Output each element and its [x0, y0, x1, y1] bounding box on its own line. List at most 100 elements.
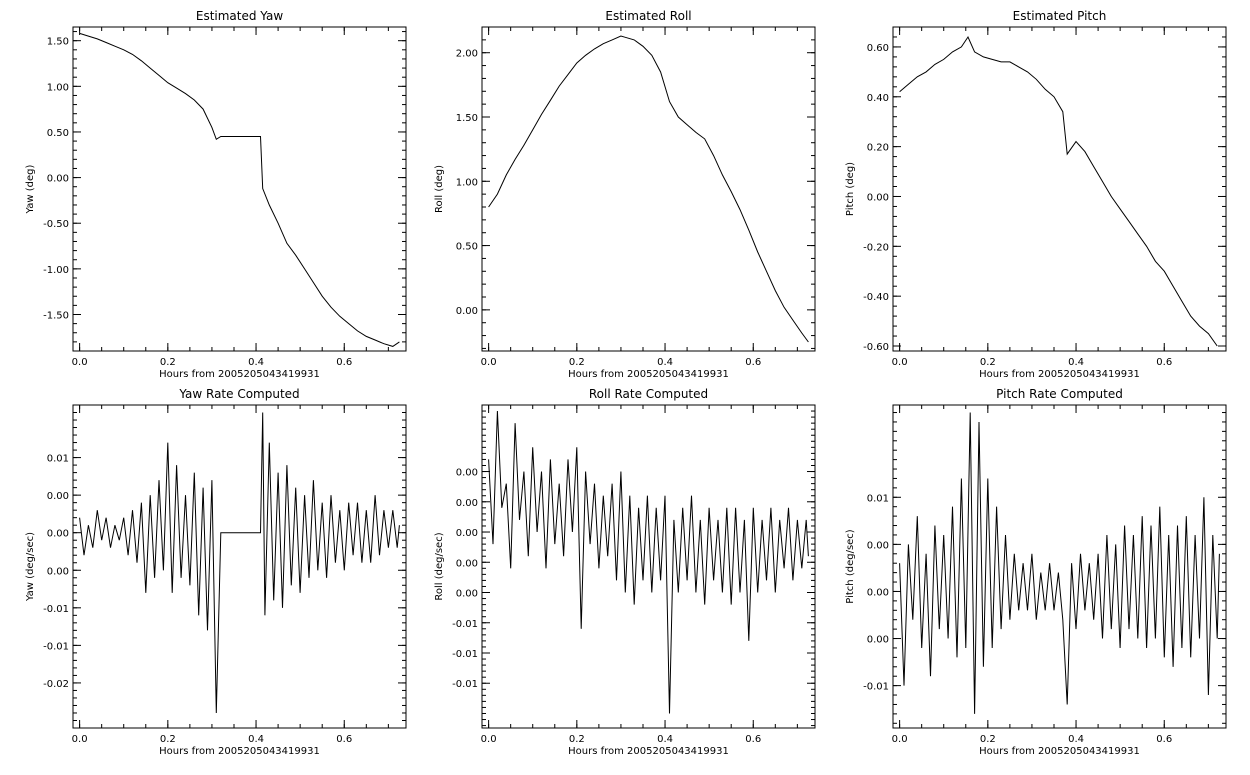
x-tick-label: 0.0 — [481, 734, 497, 745]
y-axis-label: Roll (deg) — [434, 165, 445, 213]
chart-title: Yaw Rate Computed — [178, 387, 299, 401]
x-tick-label: 0.2 — [569, 357, 585, 368]
y-axis-label: Roll (deg/sec) — [434, 532, 445, 600]
x-tick-label: 0.0 — [72, 357, 88, 368]
x-tick-label: 0.4 — [248, 734, 264, 745]
x-tick-label: 0.6 — [336, 357, 352, 368]
y-tick-label: -0.01 — [452, 619, 478, 630]
y-tick-label: 0.00 — [867, 540, 889, 551]
x-tick-label: 0.0 — [72, 734, 88, 745]
chart-panel-1: Estimated Roll 0.0 0.2 0.4 0.6 2.00 1.50 1.00 0.… — [434, 9, 816, 380]
plot-frame — [72, 404, 407, 729]
y-tick-label: -0.60 — [863, 342, 889, 353]
chart-panel-0: Estimated Yaw 0.0 0.2 0.4 0.6 1.50 1.00 0.50 0.0… — [25, 9, 407, 380]
chart-title: Roll Rate Computed — [589, 387, 708, 401]
x-tick-label: 0.0 — [481, 357, 497, 368]
x-tick-label: 0.4 — [657, 734, 673, 745]
y-tick-label: 0.00 — [456, 498, 478, 509]
y-tick-label: -0.40 — [863, 292, 889, 303]
y-tick-label: 0.00 — [456, 589, 478, 600]
y-tick-label: 0.00 — [456, 558, 478, 569]
chart-title: Estimated Yaw — [196, 9, 283, 23]
y-tick-label: -0.01 — [43, 604, 69, 615]
x-axis-label: Hours from 2005205043419931 — [159, 369, 320, 380]
x-tick-label: 0.6 — [745, 357, 761, 368]
y-tick-label: 1.00 — [47, 82, 69, 93]
y-tick-label: 0.00 — [867, 635, 889, 646]
y-tick-label: 0.00 — [47, 491, 69, 502]
y-tick-label: -1.50 — [43, 310, 69, 321]
series-line — [79, 412, 400, 714]
series-line — [899, 35, 1218, 347]
chart-panel-5: Pitch Rate Computed 0.0 0.2 0.4 0.6 0.01 0.00 0… — [845, 387, 1227, 757]
y-tick-label: -0.01 — [863, 682, 889, 693]
y-tick-label: 0.40 — [867, 93, 889, 104]
series-line — [79, 32, 400, 347]
y-tick-label: 0.01 — [47, 454, 69, 465]
plot-frame — [72, 26, 407, 352]
y-tick-label: 0.00 — [47, 174, 69, 185]
y-tick-label: 0.50 — [456, 242, 478, 253]
series-line — [488, 35, 809, 343]
y-axis-label: Pitch (deg/sec) — [845, 529, 856, 604]
x-tick-label: 0.0 — [892, 734, 908, 745]
y-tick-label: -0.20 — [863, 242, 889, 253]
x-tick-label: 0.2 — [569, 734, 585, 745]
x-tick-label: 0.4 — [1068, 734, 1084, 745]
x-tick-label: 0.2 — [160, 734, 176, 745]
x-tick-label: 0.6 — [745, 734, 761, 745]
x-tick-label: 0.6 — [1156, 734, 1172, 745]
plot-frame — [481, 26, 816, 352]
y-tick-label: 0.00 — [456, 306, 478, 317]
x-tick-label: 0.0 — [892, 357, 908, 368]
x-tick-label: 0.2 — [160, 357, 176, 368]
x-tick-label: 0.4 — [1068, 357, 1084, 368]
y-tick-label: -0.01 — [452, 679, 478, 690]
y-axis-label: Pitch (deg) — [845, 162, 856, 216]
y-tick-label: 0.00 — [456, 468, 478, 479]
y-tick-label: 0.01 — [867, 493, 889, 504]
x-axis-label: Hours from 2005205043419931 — [979, 746, 1140, 757]
y-tick-label: -0.02 — [43, 679, 69, 690]
x-tick-label: 0.4 — [657, 357, 673, 368]
y-tick-label: 1.50 — [456, 113, 478, 124]
chart-title: Estimated Pitch — [1013, 9, 1107, 23]
x-axis-label: Hours from 2005205043419931 — [159, 746, 320, 757]
x-tick-label: 0.2 — [980, 734, 996, 745]
x-axis-label: Hours from 2005205043419931 — [568, 369, 729, 380]
chart-panel-3: Yaw Rate Computed 0.0 0.2 0.4 0.6 0.01 0.00 0.0… — [25, 387, 407, 757]
plot-frame — [892, 26, 1227, 352]
chart-title: Pitch Rate Computed — [996, 387, 1123, 401]
y-tick-label: 0.00 — [867, 587, 889, 598]
y-tick-label: 2.00 — [456, 49, 478, 60]
y-tick-label: 0.00 — [456, 528, 478, 539]
y-axis-label: Yaw (deg) — [25, 164, 36, 214]
x-tick-label: 0.6 — [1156, 357, 1172, 368]
plot-frame — [481, 404, 816, 729]
y-tick-label: -1.00 — [43, 265, 69, 276]
x-axis-label: Hours from 2005205043419931 — [979, 369, 1140, 380]
y-tick-label: 0.20 — [867, 143, 889, 154]
y-tick-label: 0.60 — [867, 43, 889, 54]
y-axis-label: Yaw (deg/sec) — [25, 532, 36, 602]
chart-panel-4: Roll Rate Computed 0.0 0.2 0.4 0.6 0.00 0.00 0.… — [434, 387, 816, 757]
x-tick-label: 0.4 — [248, 357, 264, 368]
y-tick-label: -0.01 — [43, 641, 69, 652]
series-line — [899, 412, 1220, 714]
x-axis-label: Hours from 2005205043419931 — [568, 746, 729, 757]
y-tick-label: 1.50 — [47, 37, 69, 48]
y-tick-label: -0.01 — [452, 649, 478, 660]
plot-frame — [892, 404, 1227, 729]
chart-title: Estimated Roll — [605, 9, 691, 23]
y-tick-label: 0.00 — [47, 566, 69, 577]
x-tick-label: 0.6 — [336, 734, 352, 745]
x-tick-label: 0.2 — [980, 357, 996, 368]
y-tick-label: -0.50 — [43, 219, 69, 230]
chart-panel-2: Estimated Pitch 0.0 0.2 0.4 0.6 0.60 0.40 0.20 0… — [845, 9, 1227, 380]
series-line — [488, 410, 809, 714]
y-tick-label: 0.00 — [47, 529, 69, 540]
y-tick-label: 0.50 — [47, 128, 69, 139]
y-tick-label: 0.00 — [867, 192, 889, 203]
y-tick-label: 1.00 — [456, 177, 478, 188]
